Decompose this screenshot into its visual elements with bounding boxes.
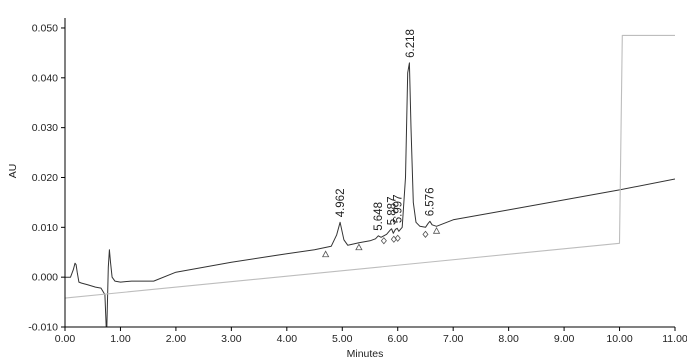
x-tick-label: 11.00 [662, 333, 687, 345]
x-tick-label: 3.00 [221, 333, 242, 345]
x-axis-title: Minutes [347, 348, 384, 358]
x-tick-label: 2.00 [166, 333, 187, 345]
x-tick-label: 6.00 [388, 333, 409, 345]
x-tick-label: 4.00 [277, 333, 298, 345]
y-tick-label: 0.030 [32, 122, 58, 134]
y-tick-label: -0.010 [28, 322, 58, 334]
x-tick-label: 5.00 [332, 333, 353, 345]
gradient-trace [65, 34, 675, 299]
triangle-marker [321, 250, 330, 258]
peak-label: 5.887 [387, 197, 399, 226]
y-tick-label: 0.000 [32, 272, 58, 284]
triangle-marker [432, 226, 441, 234]
x-tick-label: 1.00 [110, 333, 131, 345]
peak-label: 5.648 [373, 202, 385, 231]
peak-label: 6.218 [405, 29, 417, 58]
peak-label: 5.997 [393, 195, 405, 224]
diamond-marker [380, 237, 387, 245]
diamond-marker [394, 234, 401, 242]
axes: 0.00 1.00 2.00 3.00 4.00 5.00 6.00 7.00 8.00 9.00… [28, 18, 687, 345]
diamond-marker [422, 230, 429, 238]
y-tick-label: 0.050 [32, 22, 58, 34]
peak-label: 6.576 [425, 188, 437, 217]
x-tick-label: 9.00 [554, 333, 575, 345]
x-tick-label: 8.00 [498, 333, 519, 345]
y-tick-label: 0.010 [32, 222, 58, 234]
chromatogram-trace [65, 62, 675, 327]
x-tick-label: 7.00 [443, 333, 464, 345]
x-tick-label: 0.00 [55, 333, 76, 345]
peak-label: 4.962 [335, 189, 347, 218]
y-tick-label: 0.040 [32, 72, 58, 84]
y-axis-title: AU [7, 164, 19, 179]
triangle-marker [355, 243, 363, 251]
x-tick-label: 10.00 [606, 333, 632, 345]
traces [65, 34, 675, 327]
y-tick-label: 0.020 [32, 172, 58, 184]
